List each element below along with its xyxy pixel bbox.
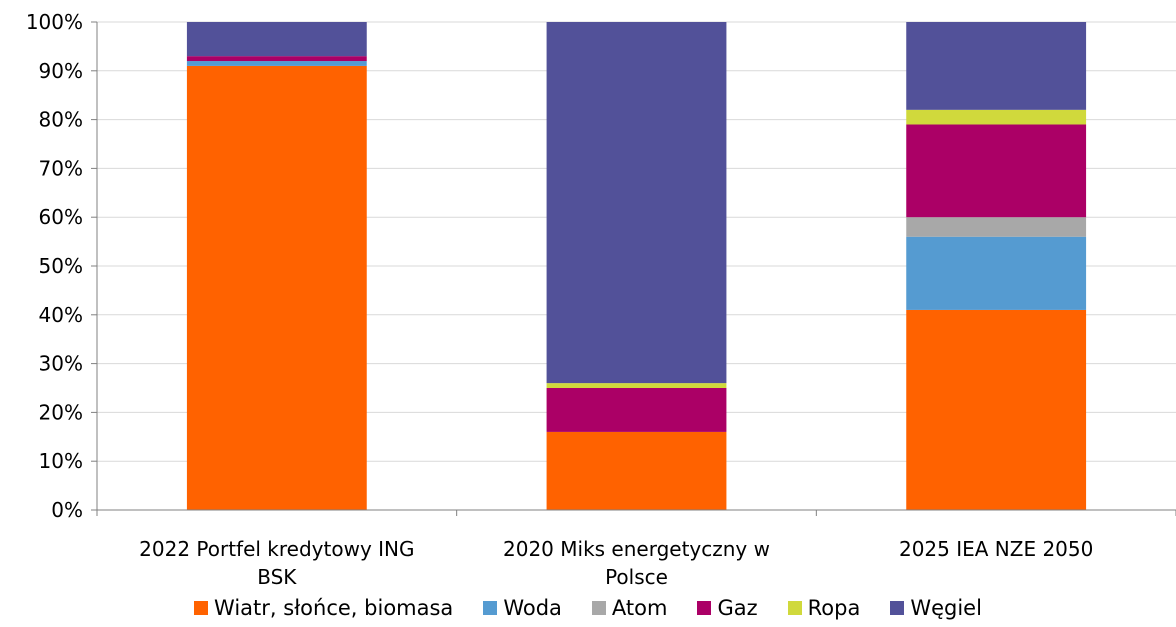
legend-label: Wiatr, słońce, biomasa bbox=[214, 596, 454, 620]
legend-item: Ropa bbox=[787, 596, 861, 620]
bar-segment bbox=[546, 431, 727, 510]
y-tick-label: 100% bbox=[26, 10, 83, 34]
y-tick-label: 70% bbox=[39, 156, 83, 180]
y-tick-label: 20% bbox=[39, 400, 83, 424]
legend-label: Gaz bbox=[717, 596, 758, 620]
y-tick-label: 30% bbox=[39, 352, 83, 376]
x-axis: 2022 Portfel kredytowy ING BSK 2020 Miks e… bbox=[96, 509, 1176, 589]
bar-segment bbox=[906, 309, 1087, 510]
x-tick-label: 2022 Portfel kredytowy ING bbox=[139, 537, 414, 561]
legend-swatch bbox=[483, 601, 498, 615]
bar-segment bbox=[546, 383, 727, 388]
bar-segment bbox=[546, 22, 727, 384]
legend-label: Woda bbox=[503, 596, 562, 620]
bar-segment bbox=[186, 22, 367, 57]
bar-segment bbox=[546, 388, 727, 432]
legend-item: Woda bbox=[483, 596, 562, 620]
legend-label: Węgiel bbox=[910, 596, 982, 620]
bar-segment bbox=[906, 124, 1087, 218]
legend: Wiatr, słońce, biomasa Woda Atom Gaz Ropa Węg… bbox=[0, 596, 1176, 620]
legend-swatch bbox=[890, 601, 905, 615]
bar-segment bbox=[906, 236, 1087, 310]
y-tick-label: 10% bbox=[39, 449, 83, 473]
y-tick-label: 50% bbox=[39, 254, 83, 278]
bar-segment bbox=[906, 22, 1087, 110]
y-tick-label: 80% bbox=[39, 108, 83, 132]
bar-segment bbox=[906, 217, 1087, 237]
y-tick-label: 40% bbox=[39, 303, 83, 327]
legend-swatch bbox=[194, 601, 209, 615]
bars bbox=[186, 22, 1087, 511]
y-tick-label: 90% bbox=[39, 59, 83, 83]
legend-item: Wiatr, słońce, biomasa bbox=[194, 596, 453, 620]
legend-swatch bbox=[787, 601, 802, 615]
bar-segment bbox=[186, 56, 367, 62]
bar-segment bbox=[906, 109, 1087, 125]
legend-item: Węgiel bbox=[890, 596, 982, 620]
legend-item: Atom bbox=[591, 596, 668, 620]
legend-label: Ropa bbox=[807, 596, 861, 620]
y-tick-label: 60% bbox=[39, 205, 83, 229]
legend-swatch bbox=[697, 601, 712, 615]
legend-item: Gaz bbox=[697, 596, 758, 620]
x-tick-label: BSK bbox=[257, 565, 297, 589]
x-tick-label: 2020 Miks energetyczny w bbox=[503, 537, 770, 561]
bar-segment bbox=[186, 65, 367, 511]
legend-swatch bbox=[591, 601, 606, 615]
x-tick-label: 2025 IEA NZE 2050 bbox=[899, 537, 1093, 561]
bar-segment bbox=[186, 61, 367, 66]
x-tick-label: Polsce bbox=[605, 565, 668, 589]
y-tick-label: 0% bbox=[51, 498, 83, 522]
y-axis: 0% 10% 20% 30% 40% 50% 60% 70% 80% 90% 100% bbox=[26, 10, 98, 522]
legend-label: Atom bbox=[611, 596, 668, 620]
